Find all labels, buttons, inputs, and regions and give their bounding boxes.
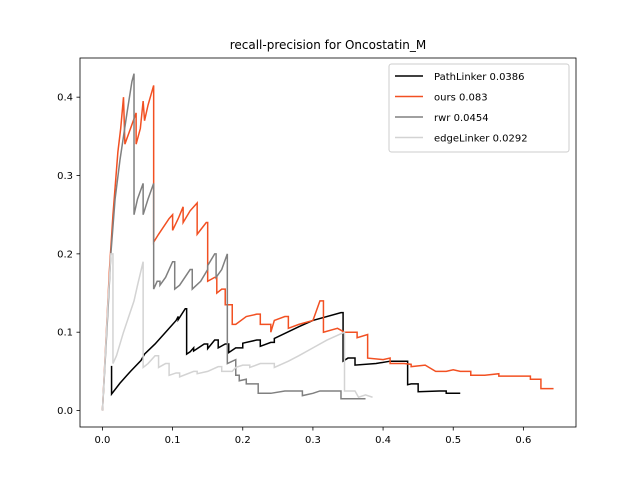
y-tick-label: 0.3 xyxy=(57,171,73,182)
series-line-3 xyxy=(101,253,373,411)
chart-title: recall-precision for Oncostatin_M xyxy=(230,38,427,52)
series-layer xyxy=(101,73,554,411)
x-tick-label: 0.6 xyxy=(515,435,531,446)
series-line-0 xyxy=(110,307,461,397)
y-tick-label: 0.4 xyxy=(57,93,73,104)
x-tick-label: 0.4 xyxy=(375,435,391,446)
legend-label: ours 0.083 xyxy=(434,93,488,104)
legend-box xyxy=(388,63,570,153)
series-line-1 xyxy=(101,85,554,411)
y-tick-label: 0.0 xyxy=(57,406,73,417)
legend-label: rwr 0.0454 xyxy=(434,113,489,124)
plot-area-border xyxy=(79,57,577,428)
x-tick-label: 0.0 xyxy=(94,435,110,446)
series-line-2 xyxy=(101,73,366,411)
y-tick-label: 0.2 xyxy=(57,249,73,260)
y-axis: 0.0 0.1 0.2 0.3 0.4 xyxy=(57,93,80,417)
x-tick-label: 0.5 xyxy=(445,435,461,446)
legend: PathLinker 0.0386 ours 0.083 rwr 0.0454 edg… xyxy=(388,63,570,153)
x-axis: 0.0 0.1 0.2 0.3 0.4 0.5 0.6 xyxy=(94,427,531,446)
legend-label: PathLinker 0.0386 xyxy=(434,72,525,83)
axes-frame xyxy=(79,57,577,428)
y-tick-label: 0.1 xyxy=(57,328,73,339)
x-tick-label: 0.1 xyxy=(165,435,181,446)
legend-label: edgeLinker 0.0292 xyxy=(434,134,528,145)
x-tick-label: 0.3 xyxy=(305,435,321,446)
x-tick-label: 0.2 xyxy=(235,435,251,446)
